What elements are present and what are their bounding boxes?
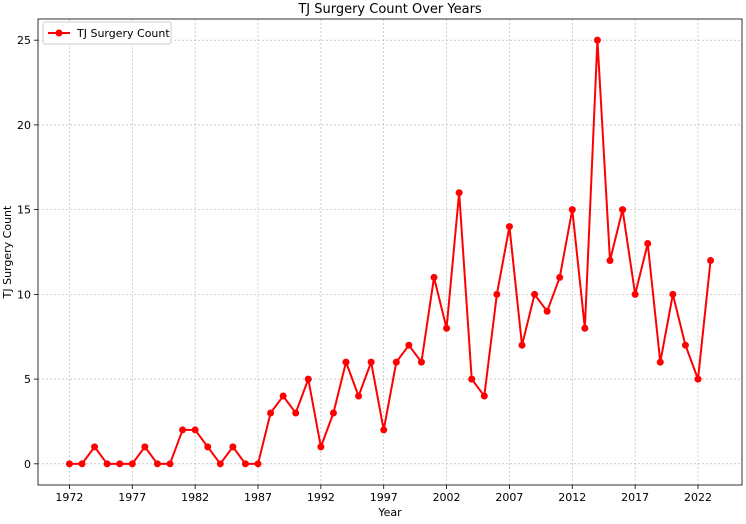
data-point (619, 206, 627, 214)
plot-frame (37, 18, 743, 486)
data-point (606, 256, 614, 264)
data-point (644, 240, 652, 248)
data-point (65, 460, 73, 468)
data-point (91, 443, 99, 451)
x-tick-label: 2017 (621, 491, 649, 504)
legend: TJ Surgery Count (42, 21, 172, 45)
data-point (480, 392, 488, 400)
series-layer (65, 36, 715, 468)
data-point (593, 36, 601, 44)
data-point (329, 409, 337, 417)
data-point (216, 460, 224, 468)
data-point (430, 273, 438, 281)
data-point (317, 443, 325, 451)
chart-title: TJ Surgery Count Over Years (297, 2, 482, 17)
x-tick-label: 2012 (558, 491, 586, 504)
y-tick-label: 20 (17, 119, 31, 132)
data-point (518, 341, 526, 349)
data-point (241, 460, 249, 468)
grid (38, 19, 742, 485)
x-tick-label: 1972 (55, 491, 83, 504)
y-tick-label: 10 (17, 288, 31, 301)
x-tick-label: 1977 (118, 491, 146, 504)
data-point (694, 375, 702, 383)
data-point (531, 290, 539, 298)
data-point (455, 189, 463, 197)
x-tick-label: 1992 (307, 491, 335, 504)
series-line (69, 39, 712, 465)
data-point (669, 290, 677, 298)
legend-label: TJ Surgery Count (76, 27, 170, 40)
data-point (191, 426, 199, 434)
data-point (141, 443, 149, 451)
data-point (179, 426, 187, 434)
data-point (304, 375, 312, 383)
y-tick-label: 25 (17, 34, 31, 47)
data-point (355, 392, 363, 400)
data-point (443, 324, 451, 332)
data-point (128, 460, 136, 468)
x-axis-label: Year (377, 506, 402, 519)
data-point (254, 460, 262, 468)
legend-marker-swatch (55, 29, 63, 37)
data-point (78, 460, 86, 468)
data-point (493, 290, 501, 298)
data-point (631, 290, 639, 298)
data-point (342, 358, 350, 366)
y-tick-label: 5 (24, 373, 31, 386)
y-tick-label: 15 (17, 204, 31, 217)
x-tick-label: 1997 (370, 491, 398, 504)
data-point (417, 358, 425, 366)
axes: 1972 1977 1982 1987 1992 1997 2002 2007 2012 2017… (17, 18, 743, 504)
data-point (367, 358, 375, 366)
data-point (229, 443, 237, 451)
data-point (505, 223, 513, 231)
data-point (405, 341, 413, 349)
data-point (103, 460, 111, 468)
data-point (279, 392, 287, 400)
data-point (543, 307, 551, 315)
data-point (556, 273, 564, 281)
y-tick-label: 0 (24, 458, 31, 471)
x-tick-label: 2022 (684, 491, 712, 504)
data-point (681, 341, 689, 349)
data-point (116, 460, 124, 468)
data-point (656, 358, 664, 366)
x-tick-label: 1987 (244, 491, 272, 504)
x-tick-label: 2007 (495, 491, 523, 504)
data-point (380, 426, 388, 434)
data-point (392, 358, 400, 366)
x-tick-label: 1982 (181, 491, 209, 504)
data-point (153, 460, 161, 468)
data-point (568, 206, 576, 214)
data-point (166, 460, 174, 468)
data-point (707, 256, 715, 264)
data-point (267, 409, 275, 417)
legend-box (42, 21, 172, 45)
data-point (581, 324, 589, 332)
data-point (292, 409, 300, 417)
x-tick-label: 2002 (433, 491, 461, 504)
data-point (468, 375, 476, 383)
y-axis-label: TJ Surgery Count (1, 205, 14, 299)
data-point (204, 443, 212, 451)
